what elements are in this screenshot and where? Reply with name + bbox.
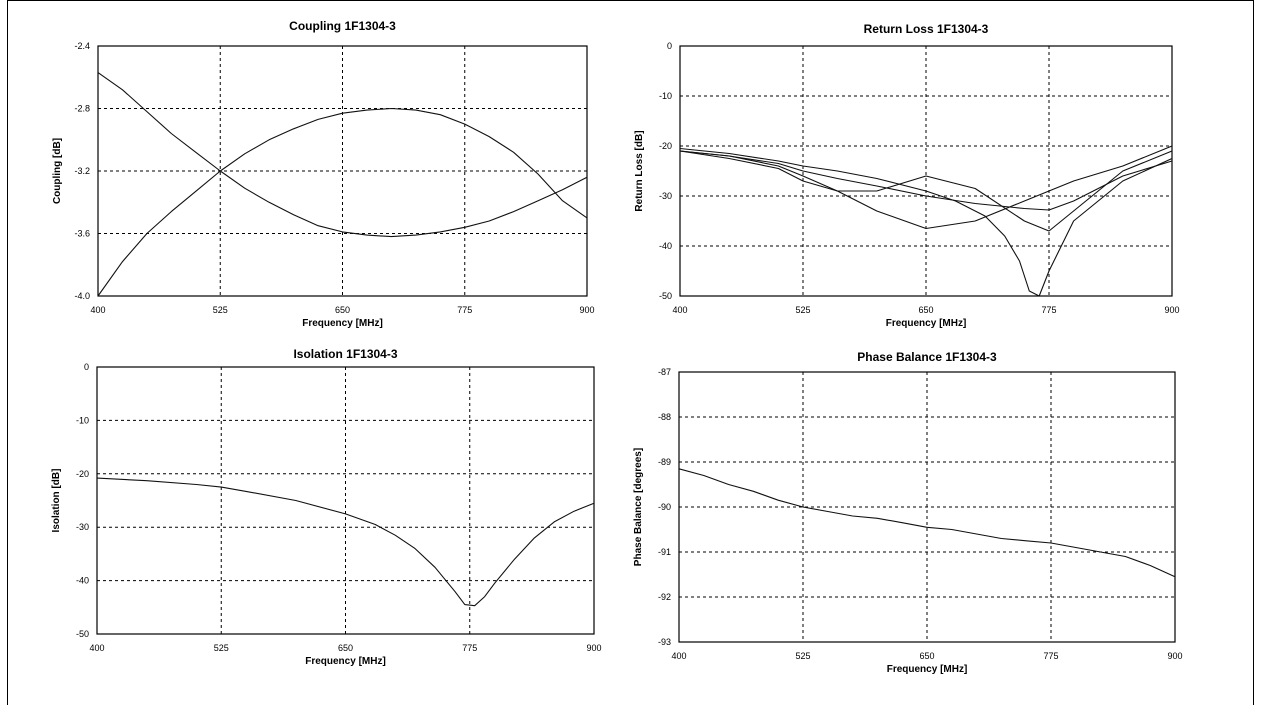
x-tick-label: 525 — [795, 305, 810, 315]
chart-2: 400 525 650 775 900 0 -10 -20 -30 -40 -50 Return Lo… — [634, 22, 1180, 329]
x-tick-label: 400 — [672, 305, 687, 315]
y-axis-label: Return Loss [dB] — [634, 130, 645, 211]
x-tick-label: 650 — [919, 651, 934, 661]
series-line-4 — [679, 150, 1173, 211]
series-line-2 — [679, 145, 1173, 230]
x-tick-label: 900 — [1164, 305, 1179, 315]
y-tick-label: 0 — [84, 362, 89, 372]
y-tick-label: -2.8 — [74, 104, 90, 114]
y-tick-label: -91 — [658, 547, 671, 557]
plot-frame — [96, 366, 595, 635]
chart-3: 400 525 650 775 900 0 -10 -20 -30 -40 -50 Isolation… — [51, 347, 602, 667]
x-tick-label: 650 — [918, 305, 933, 315]
x-tick-label: 650 — [338, 643, 353, 653]
y-tick-label: -2.4 — [74, 41, 90, 51]
y-tick-label: -87 — [658, 367, 671, 377]
plot-frame — [679, 45, 1173, 297]
y-axis-label: Isolation [dB] — [51, 469, 62, 533]
x-tick-label: 775 — [1041, 305, 1056, 315]
x-tick-label: 400 — [671, 651, 686, 661]
x-axis-label: Frequency [MHz] — [887, 664, 968, 675]
series-line-1 — [97, 107, 588, 297]
y-tick-label: -40 — [659, 241, 672, 251]
y-tick-label: -4.0 — [74, 291, 90, 301]
y-tick-label: -10 — [76, 415, 89, 425]
x-tick-label: 775 — [457, 305, 472, 315]
y-axis-label: Coupling [dB] — [52, 138, 63, 204]
y-tick-label: -50 — [76, 629, 89, 639]
x-tick-label: 525 — [795, 651, 810, 661]
x-tick-label: 525 — [213, 305, 228, 315]
y-tick-label: -92 — [658, 592, 671, 602]
y-tick-label: -3.2 — [74, 166, 90, 176]
x-tick-label: 900 — [586, 643, 601, 653]
y-axis-label: Phase Balance [degrees] — [633, 448, 644, 566]
y-tick-label: -30 — [659, 191, 672, 201]
x-tick-label: 900 — [579, 305, 594, 315]
x-tick-label: 650 — [335, 305, 350, 315]
y-tick-label: 0 — [667, 41, 672, 51]
y-tick-label: -50 — [659, 291, 672, 301]
chart-title: Return Loss 1F1304-3 — [864, 22, 989, 36]
x-tick-label: 400 — [89, 643, 104, 653]
y-tick-label: -20 — [76, 469, 89, 479]
x-axis-label: Frequency [MHz] — [302, 318, 383, 329]
y-tick-label: -40 — [76, 576, 89, 586]
y-tick-label: -88 — [658, 412, 671, 422]
x-tick-label: 900 — [1167, 651, 1182, 661]
chart-1: 400 525 650 775 900 -2.4 -2.8 -3.2 -3.6 -4.0 Coupl… — [52, 19, 595, 329]
x-tick-label: 775 — [462, 643, 477, 653]
y-tick-label: -10 — [659, 91, 672, 101]
x-axis-label: Frequency [MHz] — [305, 656, 386, 667]
x-tick-label: 775 — [1043, 651, 1058, 661]
page-border — [7, 0, 1254, 705]
plot-frame — [678, 371, 1176, 643]
y-tick-label: -3.6 — [74, 229, 90, 239]
y-tick-label: -90 — [658, 502, 671, 512]
y-tick-label: -93 — [658, 637, 671, 647]
series-line-1 — [678, 468, 1176, 578]
x-axis-label: Frequency [MHz] — [886, 318, 967, 329]
series-line-3 — [679, 150, 1173, 232]
series-line-2 — [97, 72, 588, 238]
series-line-1 — [679, 147, 1173, 297]
chart-title: Phase Balance 1F1304-3 — [857, 350, 997, 364]
chart-title: Isolation 1F1304-3 — [293, 347, 397, 361]
chart-4: 400 525 650 775 900 -87 -88 -89 -90 -91 -92 -93 Phas… — [633, 350, 1183, 675]
x-tick-label: 400 — [90, 305, 105, 315]
series-line-1 — [96, 477, 595, 607]
plot-frame — [97, 45, 588, 297]
chart-title: Coupling 1F1304-3 — [289, 19, 396, 33]
y-tick-label: -89 — [658, 457, 671, 467]
y-tick-label: -30 — [76, 522, 89, 532]
y-tick-label: -20 — [659, 141, 672, 151]
x-tick-label: 525 — [214, 643, 229, 653]
